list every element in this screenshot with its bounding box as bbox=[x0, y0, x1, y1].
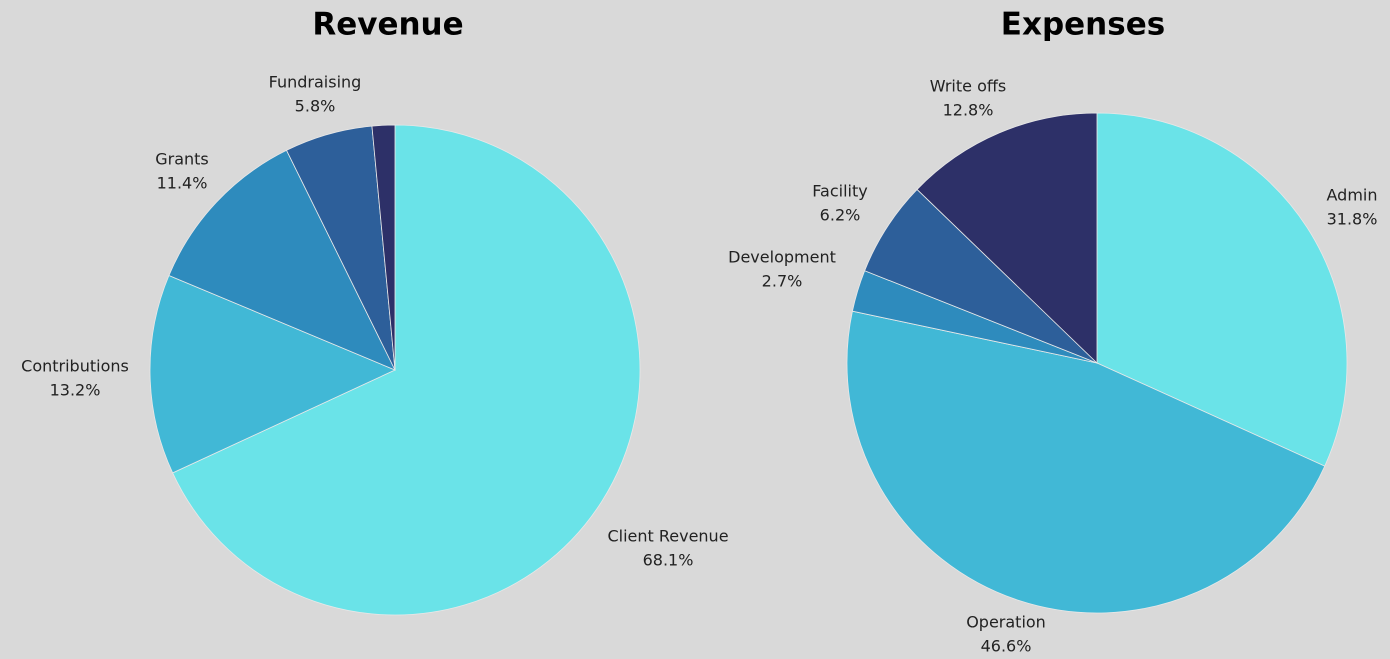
slice-label: Contributions bbox=[21, 357, 129, 376]
slice-value-label: 12.8% bbox=[943, 101, 994, 120]
slice-label: Write offs bbox=[930, 77, 1006, 96]
slice-value-label: 68.1% bbox=[643, 551, 694, 570]
slice-label: Admin bbox=[1327, 186, 1378, 205]
slice-label: Grants bbox=[155, 150, 209, 169]
slice-value-label: 2.7% bbox=[762, 272, 803, 291]
pie-slice bbox=[172, 124, 641, 616]
slice-label: Operation bbox=[966, 613, 1046, 632]
slice-label: Fundraising bbox=[269, 73, 362, 92]
chart-title: Expenses bbox=[1001, 7, 1165, 43]
slice-value-label: 46.6% bbox=[981, 637, 1032, 656]
slice-value-label: 5.8% bbox=[295, 97, 336, 116]
slice-label: Facility bbox=[812, 182, 867, 201]
pie-slice bbox=[1096, 112, 1348, 467]
slice-value-label: 31.8% bbox=[1327, 210, 1378, 229]
pie-slice bbox=[168, 149, 396, 371]
pie-slice bbox=[916, 112, 1098, 364]
slice-label: Client Revenue bbox=[607, 527, 728, 546]
chart-title: Revenue bbox=[312, 7, 463, 43]
slice-label: Development bbox=[728, 248, 836, 267]
slice-value-label: 6.2% bbox=[820, 206, 861, 225]
slice-value-label: 13.2% bbox=[50, 381, 101, 400]
pie-slice bbox=[149, 275, 396, 474]
pie-slice bbox=[371, 124, 396, 371]
slice-value-label: 11.4% bbox=[157, 174, 208, 193]
pie-slice bbox=[846, 310, 1326, 614]
